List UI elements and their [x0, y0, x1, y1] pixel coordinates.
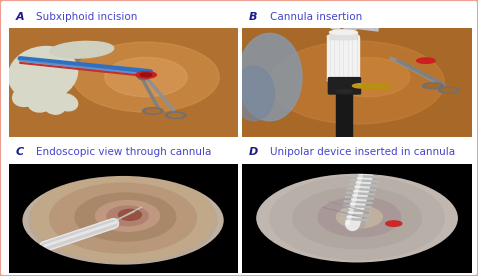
Circle shape [73, 42, 219, 112]
Circle shape [337, 206, 382, 228]
Ellipse shape [327, 33, 359, 40]
Circle shape [75, 193, 176, 241]
Circle shape [18, 170, 228, 270]
Ellipse shape [423, 83, 443, 89]
Circle shape [22, 172, 224, 268]
Circle shape [29, 176, 217, 265]
Circle shape [32, 174, 215, 262]
Ellipse shape [327, 78, 359, 83]
Text: Cannula insertion: Cannula insertion [270, 12, 362, 22]
Ellipse shape [337, 90, 352, 93]
Circle shape [270, 177, 444, 260]
Ellipse shape [233, 66, 274, 121]
Circle shape [138, 74, 150, 80]
Circle shape [254, 169, 460, 267]
Ellipse shape [12, 85, 41, 107]
Ellipse shape [329, 30, 357, 34]
Bar [329, 32, 357, 39]
Circle shape [327, 57, 410, 97]
Text: A: A [15, 12, 24, 22]
Circle shape [318, 197, 401, 237]
FancyBboxPatch shape [328, 78, 360, 94]
Circle shape [105, 57, 187, 97]
Ellipse shape [50, 41, 114, 58]
Ellipse shape [28, 92, 54, 112]
Circle shape [293, 188, 421, 249]
Ellipse shape [43, 95, 66, 114]
Text: Unipolar device inserted in cannula: Unipolar device inserted in cannula [270, 147, 455, 157]
Bar [362, 84, 389, 88]
Text: B: B [249, 12, 258, 22]
Text: Subxiphoid incision: Subxiphoid incision [36, 12, 138, 22]
Text: Endoscopic view through cannula: Endoscopic view through cannula [36, 147, 211, 157]
Circle shape [107, 206, 148, 226]
Circle shape [15, 169, 231, 272]
Bar [327, 37, 359, 80]
Ellipse shape [146, 109, 160, 113]
Ellipse shape [417, 58, 435, 63]
Text: D: D [249, 147, 259, 157]
Ellipse shape [238, 33, 302, 121]
Circle shape [96, 201, 160, 231]
Circle shape [119, 209, 141, 220]
Text: C: C [15, 147, 23, 157]
Circle shape [50, 183, 196, 253]
Ellipse shape [438, 87, 459, 93]
Ellipse shape [54, 94, 77, 111]
Ellipse shape [142, 108, 163, 114]
Ellipse shape [169, 113, 183, 117]
Ellipse shape [9, 47, 77, 101]
Circle shape [249, 167, 465, 269]
Circle shape [270, 41, 444, 124]
Ellipse shape [442, 89, 456, 92]
Bar [337, 91, 352, 137]
Ellipse shape [165, 112, 186, 119]
Ellipse shape [140, 73, 152, 77]
Ellipse shape [136, 71, 156, 78]
Ellipse shape [426, 84, 440, 87]
Ellipse shape [386, 221, 402, 226]
Ellipse shape [352, 84, 371, 88]
